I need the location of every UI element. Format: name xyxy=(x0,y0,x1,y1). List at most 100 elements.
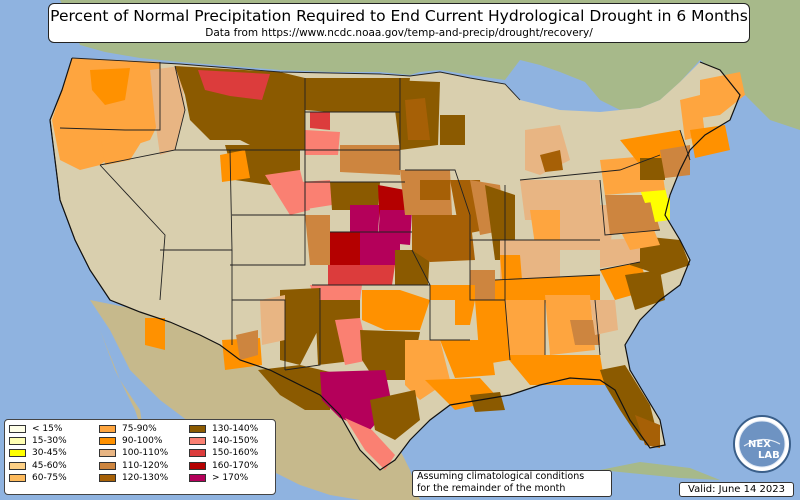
cuba-land xyxy=(600,462,720,480)
region-montana-north xyxy=(198,70,270,100)
region-oh-south xyxy=(530,210,560,245)
region-wy-southeast xyxy=(265,170,310,215)
legend-item: 45-60% xyxy=(9,460,67,472)
legend-item: 130-140% xyxy=(189,423,258,435)
legend-label: 140-150% xyxy=(212,436,259,447)
legend-label: 30-45% xyxy=(32,448,67,459)
legend: < 15% 15-30% 30-45% 45-60% 60-75% 75-90%… xyxy=(4,419,276,495)
region-fl-panhandle xyxy=(505,355,605,385)
region-alabama xyxy=(505,300,545,360)
region-ky-west xyxy=(500,255,522,280)
legend-column-3: 130-140% 140-150% 150-160% 160-170% > 17… xyxy=(189,423,258,484)
legend-swatch xyxy=(9,449,26,458)
region-nm-east xyxy=(280,288,320,365)
logo-text-nex: NEX xyxy=(748,439,771,450)
state-boundaries xyxy=(49,57,691,371)
legend-item: 150-160% xyxy=(189,447,258,459)
region-wyoming-west xyxy=(220,150,250,182)
map-subtitle: Data from https://www.ncdc.noaa.gov/temp… xyxy=(205,27,593,39)
legend-swatch xyxy=(9,461,26,470)
region-ne-west xyxy=(300,180,332,210)
region-tx-south xyxy=(345,418,395,470)
legend-item: 15-30% xyxy=(9,435,67,447)
region-ks-central xyxy=(360,232,400,265)
title-box: Percent of Normal Precipitation Required… xyxy=(48,3,750,43)
legend-item: 110-120% xyxy=(99,460,168,472)
legend-column-1: < 15% 15-30% 30-45% 45-60% 60-75% xyxy=(9,423,67,484)
region-ks-west xyxy=(330,232,360,265)
legend-swatch xyxy=(99,449,116,458)
legend-swatch xyxy=(99,425,116,433)
region-la-coast xyxy=(470,392,505,412)
region-nd-east xyxy=(340,82,405,112)
region-iowa-central xyxy=(420,180,450,200)
region-tx-west-central xyxy=(335,318,370,365)
legend-swatch xyxy=(99,473,116,482)
legend-item: 120-130% xyxy=(99,472,168,484)
legend-item: 60-75% xyxy=(9,472,67,484)
region-fl-south xyxy=(635,415,660,448)
region-wv xyxy=(560,205,615,250)
region-sc-east xyxy=(625,270,665,310)
legend-label: 15-30% xyxy=(32,436,67,447)
mexico-land xyxy=(90,300,420,500)
region-sd-south xyxy=(340,145,400,175)
region-mi-south xyxy=(540,150,563,172)
legend-item: > 170% xyxy=(189,472,258,484)
region-ok-panhandle xyxy=(310,285,362,300)
region-mass xyxy=(690,125,730,158)
baja-land xyxy=(100,330,145,440)
region-nm-sw xyxy=(236,330,258,360)
legend-swatch xyxy=(189,425,206,433)
legend-label: < 15% xyxy=(32,424,63,434)
note-line-2: for the remainder of the month xyxy=(417,483,566,494)
legend-item: 30-45% xyxy=(9,447,67,459)
legend-swatch xyxy=(9,473,26,482)
legend-swatch xyxy=(189,449,206,458)
legend-item: 100-110% xyxy=(99,447,168,459)
note-line-1: Assuming climatological conditions xyxy=(417,471,585,482)
valid-date: Valid: June 14 2023 xyxy=(679,482,794,497)
region-maine xyxy=(700,72,745,118)
region-ne-central xyxy=(350,205,380,232)
region-tx-trans-pecos xyxy=(258,365,330,410)
logo-globe xyxy=(738,420,786,468)
legend-label: 60-75% xyxy=(32,472,67,483)
legend-label: 45-60% xyxy=(32,460,67,471)
coastline xyxy=(49,57,741,471)
nex-lab-logo: NEX LAB xyxy=(733,415,791,473)
legend-label: 160-170% xyxy=(212,460,259,471)
legend-label: 75-90% xyxy=(122,424,157,434)
legend-item: 90-100% xyxy=(99,435,168,447)
legend-label: 100-110% xyxy=(122,448,169,459)
legend-swatch xyxy=(9,437,26,446)
region-wa-interior xyxy=(90,68,130,105)
region-sd-sw xyxy=(305,130,340,155)
assumption-note: Assuming climatological conditions for t… xyxy=(412,470,612,497)
legend-swatch xyxy=(189,461,206,470)
region-nm-central xyxy=(260,295,285,345)
legend-label: 110-120% xyxy=(122,460,169,471)
region-ny-south xyxy=(640,158,665,180)
region-mississippi xyxy=(475,300,510,365)
region-ks-se xyxy=(362,265,395,285)
region-nj xyxy=(660,145,690,178)
legend-swatch xyxy=(189,437,206,446)
legend-item: 75-90% xyxy=(99,423,168,435)
region-ks-south xyxy=(328,265,365,285)
region-ar-east xyxy=(455,300,475,325)
map-title: Percent of Normal Precipitation Required… xyxy=(50,7,748,25)
region-az-west xyxy=(145,318,165,350)
legend-item: < 15% xyxy=(9,423,67,435)
region-co-east xyxy=(305,215,330,265)
legend-column-2: 75-90% 90-100% 100-110% 110-120% 120-130… xyxy=(99,423,168,484)
legend-label: 120-130% xyxy=(122,472,169,483)
legend-label: 150-160% xyxy=(212,448,259,459)
region-tx-gulf xyxy=(370,390,420,440)
region-ga-central xyxy=(570,320,600,345)
legend-swatch xyxy=(189,473,206,482)
legend-label: 130-140% xyxy=(212,424,259,434)
logo-arc xyxy=(743,438,781,447)
region-nebraska xyxy=(330,182,380,210)
